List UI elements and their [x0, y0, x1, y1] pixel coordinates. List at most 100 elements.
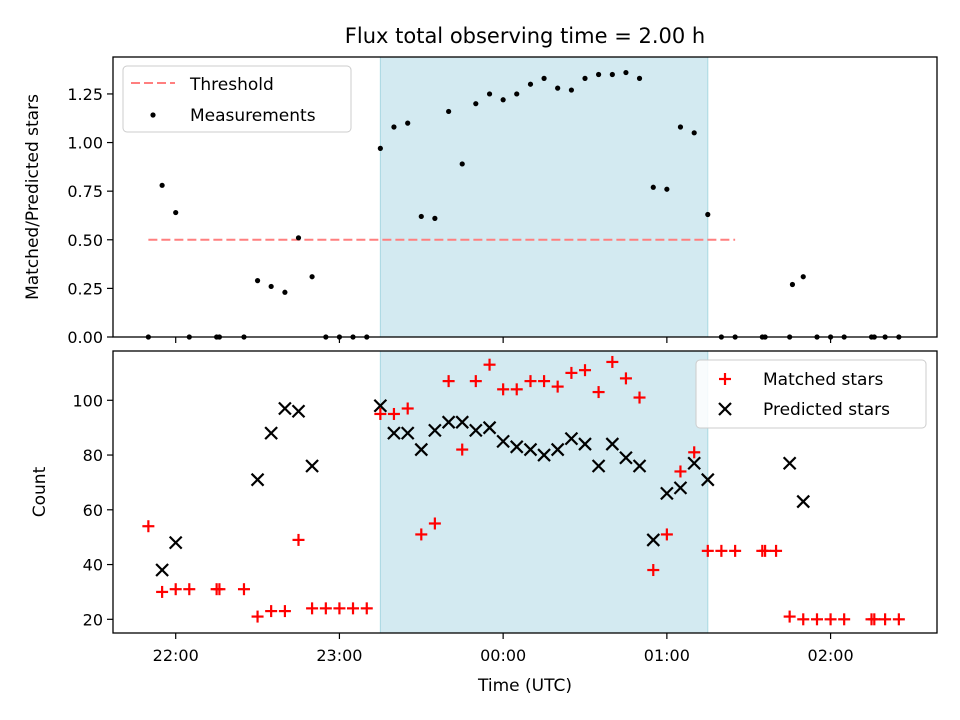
legend-matched-plus [719, 373, 731, 385]
measurement-point-46 [789, 281, 796, 288]
legend-predicted-label: Predicted stars [763, 400, 890, 420]
matched-star-point-11 [306, 602, 319, 615]
predicted-star-point-2 [250, 472, 265, 487]
matched-star-point-48 [810, 613, 823, 626]
matched-star-point-31 [579, 364, 592, 377]
matched-star-point-7 [251, 610, 264, 623]
predicted-star-point-25 [619, 450, 633, 465]
matched-star-point-25 [497, 383, 510, 396]
matched-star-point-38 [674, 465, 687, 478]
matched-star-point-24 [483, 358, 496, 371]
measurement-point-28 [541, 75, 547, 81]
measurement-point-33 [609, 71, 615, 78]
predicted-star-point-3 [264, 426, 278, 440]
measurement-point-7 [254, 278, 261, 284]
legend-matched-label: Matched stars [763, 370, 883, 390]
matched-star-point-18 [401, 402, 414, 415]
predicted-star-point-27 [646, 533, 661, 547]
top-y-axis-label: Matched/Predicted stars [23, 94, 43, 300]
matched-star-point-41 [715, 544, 728, 557]
top-y-tick-label-4: 1.00 [67, 134, 103, 153]
x-tick-label-0: 22:00 [153, 646, 199, 665]
measurement-point-37 [664, 186, 670, 192]
bottom-y-axis-label: Count [30, 466, 50, 517]
matched-star-point-37 [660, 528, 673, 541]
measurement-point-2 [173, 209, 179, 216]
predicted-star-point-6 [305, 459, 319, 473]
top-panel: 0.00 0.25 0.50 0.75 1.00 1.25 Matched/Predict… [23, 56, 938, 347]
predicted-star-point-28 [660, 486, 674, 501]
legend-matched-marker [719, 373, 731, 385]
top-legend-box [122, 65, 352, 133]
measurement-point-36 [650, 184, 656, 190]
predicted-star-point-1 [168, 535, 183, 550]
measurement-point-35 [636, 75, 643, 81]
predicted-star-point-22 [578, 437, 592, 451]
predicted-star-point-7 [373, 398, 388, 413]
top-axes-frame [112, 56, 938, 338]
measurement-point-27 [527, 81, 534, 87]
bottom-y-tick-label-2: 60 [83, 501, 103, 520]
measurement-point-47 [800, 274, 806, 280]
top-shaded-region [379, 56, 709, 338]
predicted-star-point-17 [509, 440, 524, 454]
measurement-point-21 [446, 108, 452, 115]
matched-star-point-14 [347, 602, 360, 615]
predicted-star-point-19 [537, 448, 551, 462]
predicted-star-point-26 [632, 459, 647, 473]
x-tick-label-4: 02:00 [808, 646, 854, 665]
matched-star-point-36 [647, 564, 660, 577]
matched-star-point-6 [237, 583, 250, 596]
measurement-point-24 [486, 91, 493, 97]
matched-star-point-20 [428, 517, 441, 530]
predicted-star-point-15 [482, 420, 497, 435]
matched-star-point-29 [551, 380, 564, 393]
matched-star-point-19 [415, 528, 428, 541]
measurement-point-29 [555, 85, 561, 91]
bottom-axes-frame [112, 350, 938, 634]
x-axis-label: Time (UTC) [477, 676, 572, 696]
measurement-point-10 [295, 235, 302, 241]
matched-star-point-21 [442, 375, 455, 388]
predicted-star-point-29 [673, 481, 688, 495]
predicted-star-point-14 [469, 423, 483, 438]
matched-star-point-26 [510, 383, 523, 396]
x-tick-label-2: 00:00 [480, 646, 526, 665]
predicted-star-point-18 [523, 442, 538, 457]
legend-threshold-label: Threshold [189, 75, 274, 95]
predicted-star-point-10 [414, 442, 429, 457]
top-y-tick-label-1: 0.25 [67, 279, 103, 298]
predicted-star-point-4 [278, 401, 292, 416]
measurement-point-1 [159, 182, 165, 188]
bottom-panel: 20 40 60 80 100 22:00 23:00 00:00 01:00 02:00 Cou… [30, 350, 938, 696]
predicted-star-point-0 [155, 563, 169, 577]
measurement-point-26 [514, 91, 520, 97]
measurement-point-16 [377, 145, 383, 151]
legend-predicted-marker [718, 402, 732, 416]
matched-star-point-12 [319, 602, 332, 615]
measurement-point-39 [691, 130, 697, 136]
predicted-star-point-24 [605, 437, 620, 451]
matched-star-point-34 [619, 372, 632, 385]
predicted-star-point-9 [400, 426, 415, 440]
measurement-point-34 [623, 69, 629, 76]
predicted-star-point-20 [550, 442, 565, 457]
matched-star-point-35 [633, 391, 646, 404]
predicted-star-point-32 [782, 456, 797, 471]
bottom-y-tick-label-1: 40 [83, 556, 103, 575]
measurement-point-11 [309, 274, 315, 280]
matched-star-point-46 [783, 610, 796, 623]
measurement-point-40 [705, 211, 711, 218]
matched-star-point-32 [592, 386, 605, 399]
chart-title: Flux total observing time = 2.00 h [345, 24, 705, 48]
measurement-point-20 [432, 215, 438, 221]
matched-star-point-40 [701, 544, 714, 557]
matched-star-point-44 [759, 544, 772, 557]
top-y-tick-label-3: 0.75 [67, 182, 103, 201]
matched-star-point-52 [868, 613, 881, 626]
measurement-point-8 [268, 283, 274, 290]
measurement-point-30 [568, 87, 575, 93]
matched-star-point-16 [374, 407, 387, 420]
measurement-point-25 [500, 97, 506, 103]
